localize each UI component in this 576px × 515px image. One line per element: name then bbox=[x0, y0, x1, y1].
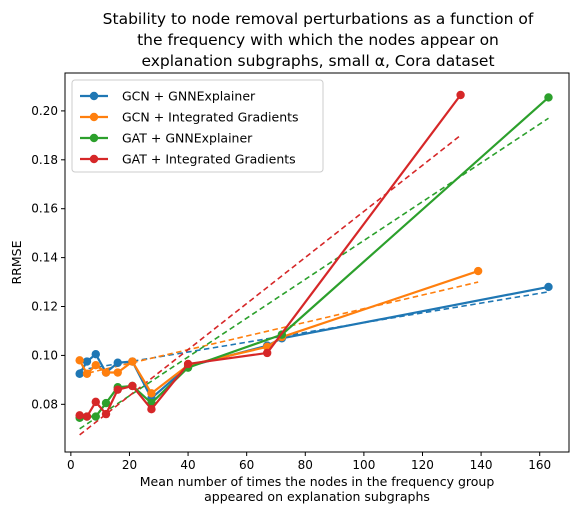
series-line-4 bbox=[79, 94, 462, 418]
data-point-s2-6 bbox=[128, 357, 137, 366]
data-point-s1-2 bbox=[82, 357, 92, 366]
x-tick-label: 0 bbox=[67, 458, 75, 472]
data-point-s4-7 bbox=[147, 405, 156, 414]
data-point-s4-6 bbox=[128, 381, 137, 391]
data-point-s2-11 bbox=[473, 266, 483, 276]
data-point-s4-4 bbox=[101, 409, 111, 419]
data-point-s4-1 bbox=[75, 411, 84, 420]
data-point-s3-4 bbox=[101, 398, 111, 408]
y-tick-label: 0.10 bbox=[31, 348, 58, 362]
y-tick-label: 0.18 bbox=[31, 153, 58, 167]
data-point-s4-9 bbox=[262, 348, 272, 358]
legend: GCN + GNNExplainer GCN + Integrated Gradi… bbox=[71, 79, 324, 173]
legend-label-4: GAT + Integrated Gradients bbox=[122, 152, 296, 167]
legend-marker-4 bbox=[89, 154, 99, 164]
chart-title-line-2: the frequency with which the nodes appea… bbox=[137, 31, 499, 49]
trend-line-1 bbox=[79, 291, 549, 371]
data-point-s4-10 bbox=[456, 90, 465, 100]
legend-box bbox=[71, 79, 324, 173]
x-tick-label: 120 bbox=[411, 458, 434, 472]
plot-frame bbox=[64, 72, 570, 453]
y-tick-label: 0.20 bbox=[31, 104, 58, 118]
y-axis-label: RRMSE bbox=[9, 240, 24, 284]
plot-area bbox=[75, 90, 553, 436]
legend-marker-2 bbox=[89, 112, 99, 122]
trend-line-3 bbox=[79, 117, 549, 430]
x-tick-label: 40 bbox=[180, 458, 195, 472]
legend-marker-1 bbox=[89, 91, 99, 101]
x-tick-label: 20 bbox=[122, 458, 137, 472]
data-point-s3-10 bbox=[544, 93, 553, 102]
x-tick-label: 140 bbox=[470, 458, 493, 472]
y-tick-label: 0.16 bbox=[31, 202, 58, 216]
data-point-s2-2 bbox=[82, 369, 92, 378]
trend-line-2 bbox=[79, 281, 479, 376]
data-point-s2-3 bbox=[91, 360, 100, 370]
data-point-s2-7 bbox=[147, 389, 156, 398]
data-point-s4-3 bbox=[91, 397, 100, 407]
data-point-s1-5 bbox=[113, 358, 122, 367]
data-point-s2-1 bbox=[75, 356, 84, 365]
y-tick-label: 0.08 bbox=[31, 397, 58, 411]
data-point-s3-3 bbox=[91, 412, 100, 421]
chart-title-line-3: explanation subgraphs, small α, Cora dat… bbox=[141, 52, 494, 70]
data-point-s4-8 bbox=[183, 359, 193, 369]
y-tick-label: 0.12 bbox=[31, 300, 58, 314]
data-point-s4-2 bbox=[82, 412, 92, 421]
y-tick-label: 0.14 bbox=[31, 251, 58, 265]
data-point-s1-1 bbox=[75, 369, 84, 378]
legend-label-2: GCN + Integrated Gradients bbox=[122, 110, 299, 125]
legend-label-3: GAT + GNNExplainer bbox=[122, 131, 253, 146]
x-tick-label: 80 bbox=[298, 458, 313, 472]
chart-title-line-1: Stability to node removal perturbations … bbox=[103, 10, 534, 28]
x-tick-label: 60 bbox=[239, 458, 254, 472]
x-tick-label: 160 bbox=[528, 458, 551, 472]
data-point-s1-11 bbox=[544, 282, 553, 292]
data-point-s2-4 bbox=[101, 368, 111, 377]
data-point-s4-5 bbox=[113, 385, 122, 394]
legend-label-1: GCN + GNNExplainer bbox=[122, 89, 256, 104]
data-point-s1-3 bbox=[91, 349, 100, 359]
x-axis-label-line-1: Mean number of times the nodes in the fr… bbox=[140, 474, 495, 489]
data-point-s2-5 bbox=[113, 368, 122, 377]
x-axis-label-line-2: appeared on explanation subgraphs bbox=[204, 489, 430, 504]
series-line-3 bbox=[79, 96, 550, 419]
axis-ticks: 0 20 40 60 80 100 120 140 160 0.08 0.10 0.12 0.14 0.1… bbox=[31, 104, 551, 472]
legend-marker-3 bbox=[89, 133, 99, 143]
x-tick-label: 100 bbox=[352, 458, 375, 472]
